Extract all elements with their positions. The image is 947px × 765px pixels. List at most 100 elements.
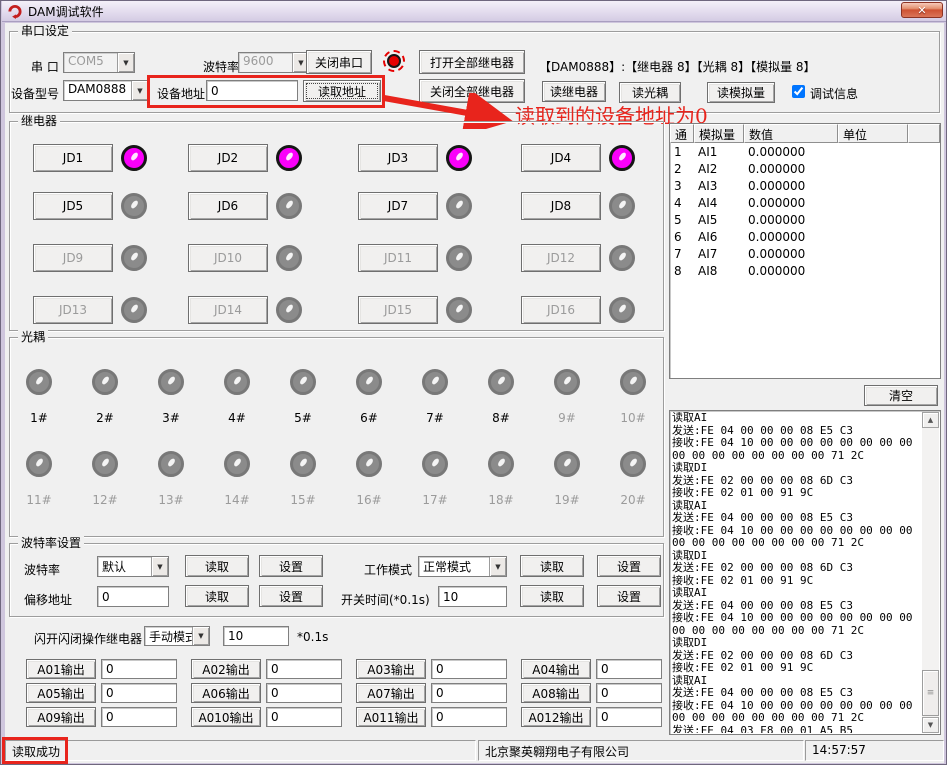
cell-analog: AI8: [698, 263, 718, 278]
cell-value: 0.000000: [748, 229, 806, 244]
chevron-down-icon: ▼: [151, 557, 168, 576]
read-addr-button[interactable]: 读取地址: [303, 80, 381, 102]
open-all-relays-button[interactable]: 打开全部继电器: [419, 50, 525, 74]
switch-time-input[interactable]: [438, 586, 507, 607]
offset-addr-input[interactable]: [97, 586, 169, 607]
a010-output-input[interactable]: [266, 707, 342, 727]
baudrate-set-select[interactable]: 默认 ▼: [97, 556, 169, 577]
relay-indicator: [446, 297, 472, 323]
port-select[interactable]: COM5 ▼: [63, 52, 135, 73]
table-row[interactable]: 2 AI2 0.000000: [670, 160, 940, 177]
flash-time-input[interactable]: [223, 626, 289, 646]
relay-indicator: [121, 145, 147, 171]
col-header-value[interactable]: 数值: [744, 124, 838, 143]
relay-indicator: [609, 297, 635, 323]
a012-output-button[interactable]: A012输出: [521, 707, 591, 727]
relay-button-jd2[interactable]: JD2: [188, 144, 268, 172]
debug-info-checkbox[interactable]: [792, 85, 805, 98]
device-addr-input[interactable]: [206, 80, 298, 101]
log-panel[interactable]: 读取AI 发送:FE 04 00 00 00 08 E5 C3 接收:FE 04…: [669, 410, 941, 735]
relay-button-jd9: JD9: [33, 244, 113, 272]
analog-table-header: 通 模拟量 数值 单位: [670, 124, 940, 143]
a04-output-button[interactable]: A04输出: [521, 659, 591, 679]
a05-output-input[interactable]: [101, 683, 177, 703]
baud-set-button[interactable]: 设置: [259, 555, 323, 577]
cell-analog: AI2: [698, 161, 718, 176]
a03-output-button[interactable]: A03输出: [356, 659, 426, 679]
clear-log-button[interactable]: 清空: [864, 385, 938, 406]
table-row[interactable]: 3 AI3 0.000000: [670, 177, 940, 194]
a011-output-button[interactable]: A011输出: [356, 707, 426, 727]
table-row[interactable]: 1 AI1 0.000000: [670, 143, 940, 160]
a07-output-input[interactable]: [431, 683, 507, 703]
close-button[interactable]: ✕: [901, 2, 943, 18]
relay-button-jd7[interactable]: JD7: [358, 192, 438, 220]
log-scrollbar[interactable]: ▲ ≡ ▼: [922, 412, 939, 733]
a04-output-input[interactable]: [596, 659, 662, 679]
table-row[interactable]: 4 AI4 0.000000: [670, 194, 940, 211]
baudrate-label: 波特率: [203, 60, 240, 74]
a05-output-button[interactable]: A05输出: [26, 683, 96, 703]
opto-indicator: [26, 451, 52, 477]
scroll-down-icon[interactable]: ▼: [922, 717, 939, 733]
col-header-channel[interactable]: 通: [670, 124, 694, 143]
scrollbar-thumb[interactable]: ≡: [922, 670, 939, 716]
opto-indicator: [158, 451, 184, 477]
read-analog-button[interactable]: 读模拟量: [707, 82, 775, 103]
opto-indicator: [554, 369, 580, 395]
relay-button-jd1[interactable]: JD1: [33, 144, 113, 172]
flash-mode-select[interactable]: 手动模式 ▼: [144, 626, 210, 646]
flash-operate-label: 闪开闪闭操作继电器: [34, 632, 143, 646]
opto-label: 6#: [360, 411, 378, 425]
a06-output-button[interactable]: A06输出: [191, 683, 261, 703]
baud-settings-group: 波特率设置: [9, 536, 664, 617]
a01-output-input[interactable]: [101, 659, 177, 679]
scroll-up-icon[interactable]: ▲: [922, 412, 939, 428]
table-row[interactable]: 7 AI7 0.000000: [670, 245, 940, 262]
baudrate-select[interactable]: 9600 ▼: [238, 52, 310, 73]
device-model-select[interactable]: DAM0888 ▼: [63, 80, 149, 101]
baudrate-value: 9600: [243, 54, 274, 68]
read-opto-button[interactable]: 读光耦: [619, 82, 681, 103]
a03-output-input[interactable]: [431, 659, 507, 679]
baud-read-button[interactable]: 读取: [185, 555, 249, 577]
relay-button-jd5[interactable]: JD5: [33, 192, 113, 220]
col-header-unit[interactable]: 单位: [838, 124, 908, 143]
switchtime-set-button[interactable]: 设置: [597, 585, 661, 607]
a012-output-input[interactable]: [596, 707, 662, 727]
a02-output-input[interactable]: [266, 659, 342, 679]
relay-button-jd3[interactable]: JD3: [358, 144, 438, 172]
a01-output-button[interactable]: A01输出: [26, 659, 96, 679]
table-row[interactable]: 5 AI5 0.000000: [670, 211, 940, 228]
cell-analog: AI5: [698, 212, 718, 227]
workmode-value: 正常模式: [423, 560, 472, 574]
a011-output-input[interactable]: [431, 707, 507, 727]
opto-indicator: [158, 369, 184, 395]
a09-output-input[interactable]: [101, 707, 177, 727]
workmode-read-button[interactable]: 读取: [520, 555, 584, 577]
a07-output-button[interactable]: A07输出: [356, 683, 426, 703]
workmode-set-button[interactable]: 设置: [597, 555, 661, 577]
a02-output-button[interactable]: A02输出: [191, 659, 261, 679]
opto-label: 8#: [492, 411, 510, 425]
close-serial-button[interactable]: 关闭串口: [306, 50, 372, 74]
relay-button-jd4[interactable]: JD4: [521, 144, 601, 172]
a08-output-button[interactable]: A08输出: [521, 683, 591, 703]
offset-set-button[interactable]: 设置: [259, 585, 323, 607]
workmode-select[interactable]: 正常模式 ▼: [418, 556, 507, 577]
relay-button-jd6[interactable]: JD6: [188, 192, 268, 220]
offset-read-button[interactable]: 读取: [185, 585, 249, 607]
table-row[interactable]: 6 AI6 0.000000: [670, 228, 940, 245]
switchtime-read-button[interactable]: 读取: [520, 585, 584, 607]
titlebar[interactable]: DAM调试软件 ✕: [2, 1, 946, 22]
col-header-analog[interactable]: 模拟量: [694, 124, 744, 143]
a010-output-button[interactable]: A010输出: [191, 707, 261, 727]
offset-addr-label: 偏移地址: [24, 593, 73, 607]
a08-output-input[interactable]: [596, 683, 662, 703]
table-row[interactable]: 8 AI8 0.000000: [670, 262, 940, 279]
a09-output-button[interactable]: A09输出: [26, 707, 96, 727]
relay-button-jd8[interactable]: JD8: [521, 192, 601, 220]
a06-output-input[interactable]: [266, 683, 342, 703]
read-relay-button[interactable]: 读继电器: [542, 81, 606, 102]
opto-indicator: [620, 369, 646, 395]
